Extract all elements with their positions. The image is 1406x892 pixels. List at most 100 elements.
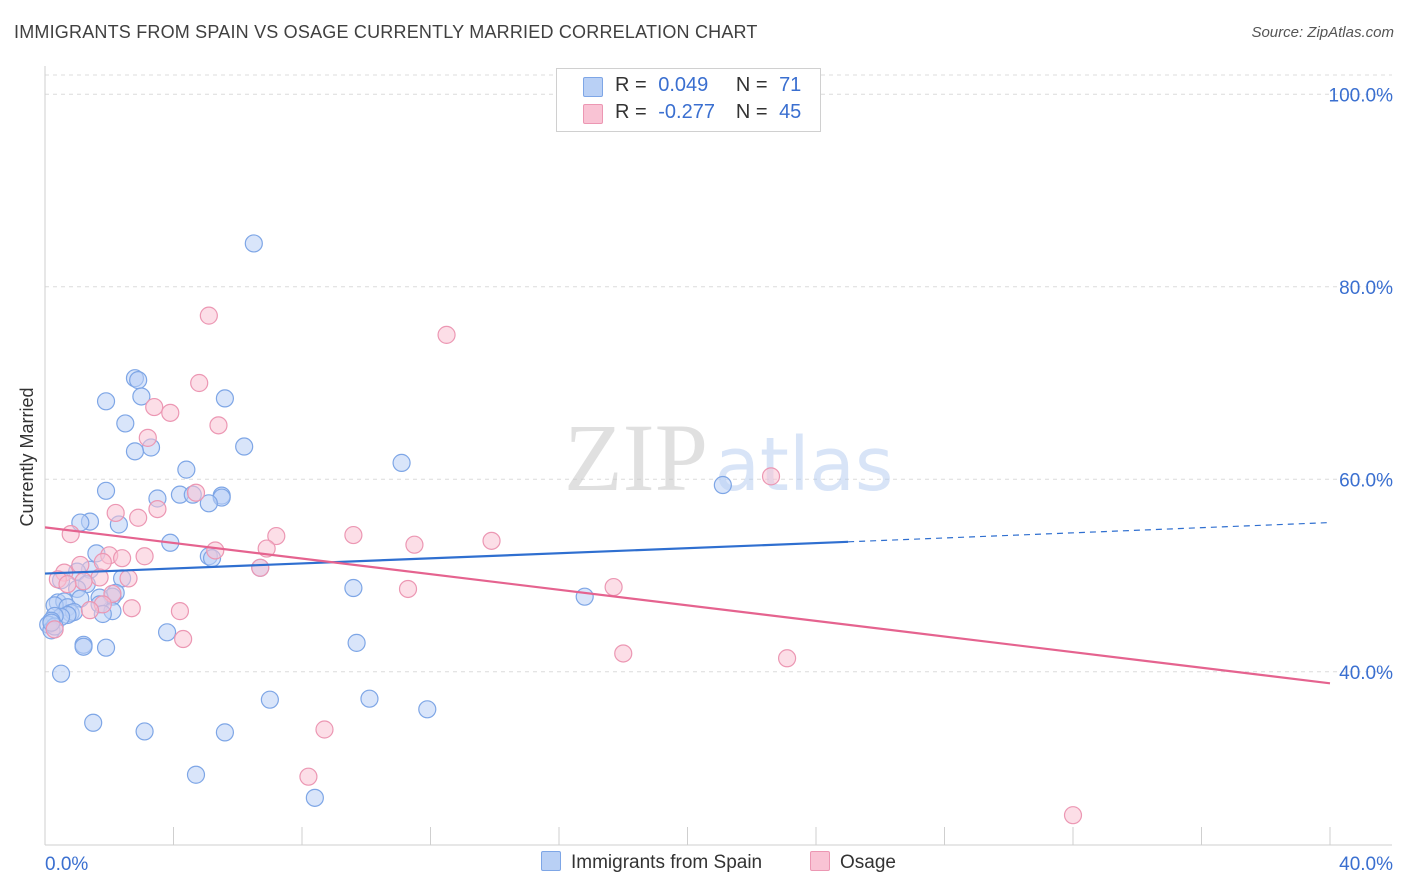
trend-line-osage <box>44 526 1331 685</box>
osage-point-43 <box>299 767 318 786</box>
bottom-legend-osage: Osage <box>810 851 896 874</box>
osage-point-27 <box>119 569 138 588</box>
spain-point-0 <box>244 234 263 253</box>
osage-point-19 <box>135 547 154 566</box>
osage-point-37 <box>170 602 190 621</box>
spain-point-67 <box>135 722 154 741</box>
spain-point-61 <box>347 633 366 652</box>
osage-point-18 <box>206 541 225 560</box>
legend-r-label-spain: R = <box>615 74 647 96</box>
osage-point-39 <box>174 629 193 649</box>
spain-point-11 <box>177 460 196 479</box>
spain-point-6 <box>116 414 135 433</box>
y-tick-label-100: 100.0% <box>1329 85 1394 106</box>
spain-point-64 <box>360 689 379 708</box>
legend-swatch-osage <box>583 104 603 124</box>
spain-point-60 <box>96 638 116 657</box>
osage-point-29 <box>74 572 93 591</box>
spain-point-59 <box>74 637 93 656</box>
osage-point-16 <box>405 535 424 554</box>
legend-n-label-osage: N = <box>735 101 768 123</box>
grid-lines <box>45 74 1392 673</box>
x-tick-label-max: 40.0% <box>1339 854 1393 875</box>
spain-point-19 <box>199 494 218 513</box>
osage-point-5 <box>209 416 228 435</box>
osage-point-3 <box>145 397 164 417</box>
osage-point-15 <box>482 531 501 550</box>
osage-point-10 <box>106 503 125 523</box>
spain-point-9 <box>235 437 254 456</box>
trend-lines <box>44 521 1331 685</box>
bottom-legend-swatch-spain <box>541 851 561 871</box>
legend-r-value-spain: 0.049 <box>658 74 709 96</box>
spain-point-65 <box>418 700 437 719</box>
spain-point-12 <box>713 475 732 495</box>
y-tick-label-40: 40.0% <box>1339 663 1393 684</box>
axes <box>44 66 1392 846</box>
osage-point-25 <box>251 558 270 577</box>
spain-point-3 <box>96 392 116 411</box>
spain-point-8 <box>125 442 145 461</box>
osage-point-42 <box>315 720 334 739</box>
spain-point-57 <box>157 623 177 642</box>
osage-point-14 <box>344 525 363 545</box>
spain-point-43 <box>575 587 594 606</box>
y-tick-label-80: 80.0% <box>1339 278 1393 299</box>
source-label: Source: ZipAtlas.com <box>1251 24 1394 41</box>
legend-swatch-spain <box>583 77 603 97</box>
osage-point-38 <box>45 620 64 639</box>
legend-n-value-osage: 45 <box>779 101 802 123</box>
axis-labels: 40.0% 60.0% 80.0% 100.0% 0.0% 40.0% Currently … <box>17 85 1393 875</box>
spain-point-68 <box>215 723 234 742</box>
osage-point-1 <box>437 325 456 344</box>
bottom-legend-label-osage: Osage <box>840 852 896 873</box>
spain-point-63 <box>260 690 279 709</box>
spain-point-70 <box>305 788 324 807</box>
x-tick-label-min: 0.0% <box>45 854 88 875</box>
osage-point-2 <box>190 373 209 393</box>
spain-point-13 <box>96 481 116 500</box>
chart-title: IMMIGRANTS FROM SPAIN VS OSAGE CURRENTLY… <box>14 22 758 42</box>
osage-point-6 <box>138 428 157 447</box>
osage-point-32 <box>604 577 623 597</box>
osage-point-9 <box>148 499 167 519</box>
bottom-legend-label-spain: Immigrants from Spain <box>571 852 763 873</box>
trend-line-spain-extension <box>848 521 1331 543</box>
osage-point-4 <box>161 403 180 422</box>
spain-point-69 <box>186 765 206 784</box>
osage-point-13 <box>267 526 286 546</box>
osage-point-7 <box>761 467 781 486</box>
osage-point-11 <box>129 508 148 527</box>
osage-point-36 <box>122 599 141 618</box>
spain-point-10 <box>392 453 411 472</box>
legend-n-label-spain: N = <box>735 74 768 96</box>
osage-point-31 <box>398 579 418 599</box>
osage-point-40 <box>614 644 633 663</box>
bottom-legend-swatch-osage <box>810 851 830 871</box>
watermark: ZIP atlas <box>564 404 893 511</box>
watermark-zip: ZIP <box>564 404 708 511</box>
trend-line-spain <box>44 540 849 575</box>
osage-point-44 <box>1063 806 1083 825</box>
osage-point-30 <box>58 575 77 594</box>
spain-point-62 <box>51 664 71 683</box>
spain-point-66 <box>84 713 103 732</box>
osage-point-21 <box>112 549 132 568</box>
spain-point-5 <box>132 387 151 406</box>
osage-point-41 <box>777 649 797 668</box>
y-axis-title: Currently Married <box>17 387 37 526</box>
osage-point-8 <box>186 483 206 502</box>
spain-point-2 <box>129 371 148 390</box>
watermark-atlas: atlas <box>715 422 894 508</box>
legend-r-value-osage: -0.277 <box>658 101 715 123</box>
osage-point-35 <box>80 601 100 620</box>
series-osage <box>45 306 1083 825</box>
y-tick-label-60: 60.0% <box>1339 470 1393 491</box>
bottom-legend-spain: Immigrants from Spain <box>541 851 762 874</box>
spain-point-31 <box>344 578 363 598</box>
correlation-legend: R = 0.049 N = 71 R = -0.277 N = 45 <box>556 68 821 132</box>
legend-n-value-spain: 71 <box>779 74 802 96</box>
osage-point-0 <box>199 306 218 325</box>
legend-r-label-osage: R = <box>615 101 647 123</box>
